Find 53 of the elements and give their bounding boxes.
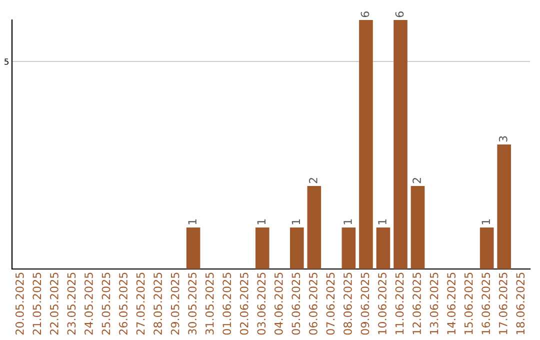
x-tick-label: 15.06.2025 bbox=[464, 272, 473, 334]
bar bbox=[394, 20, 408, 269]
x-tick-label: 21.05.2025 bbox=[32, 272, 42, 335]
bar bbox=[376, 228, 390, 269]
x-tick-label: 06.06.2025 bbox=[308, 272, 318, 335]
x-tick-label: 04.06.2025 bbox=[274, 272, 283, 335]
x-tick-label: 30.05.2025 bbox=[188, 272, 197, 335]
data-label: 2 bbox=[412, 178, 421, 184]
bar bbox=[497, 144, 512, 269]
x-tick-label: 31.05.2025 bbox=[205, 272, 214, 335]
x-tick-label: 28.05.2025 bbox=[154, 272, 162, 335]
x-tick-label: 20.05.2025 bbox=[15, 272, 24, 335]
x-tick-label: 24.05.2025 bbox=[84, 272, 93, 335]
data-label: 1 bbox=[292, 219, 300, 224]
data-label: 1 bbox=[482, 219, 490, 224]
y-tick-label: 5 bbox=[4, 58, 8, 65]
x-tick-label: 12.06.2025 bbox=[412, 272, 421, 334]
data-label: 1 bbox=[257, 219, 266, 224]
x-tick-label: 27.05.2025 bbox=[136, 272, 145, 335]
x-tick-label: 01.06.2025 bbox=[222, 272, 232, 335]
x-tick-label: 18.06.2025 bbox=[516, 272, 525, 334]
data-label: 2 bbox=[308, 178, 318, 184]
x-tick-label: 29.05.2025 bbox=[170, 272, 180, 335]
x-tick-label: 26.05.2025 bbox=[119, 272, 128, 335]
bar bbox=[342, 228, 356, 269]
x-tick-label: 13.06.2025 bbox=[430, 272, 438, 334]
bar bbox=[480, 228, 494, 269]
x-tick-label: 16.06.2025 bbox=[482, 272, 490, 334]
x-tick-label: 10.06.2025 bbox=[378, 272, 386, 334]
bar bbox=[307, 186, 322, 269]
x-tick-label: 22.05.2025 bbox=[50, 272, 58, 335]
bar bbox=[186, 228, 200, 269]
x-tick-label: 14.06.2025 bbox=[447, 272, 456, 334]
x-tick-label: 23.05.2025 bbox=[67, 272, 76, 335]
x-tick-label: 09.06.2025 bbox=[360, 272, 370, 335]
x-tick-label: 05.06.2025 bbox=[292, 272, 300, 335]
data-label: 1 bbox=[344, 219, 352, 224]
bar bbox=[410, 186, 425, 269]
x-tick-label: 07.06.2025 bbox=[326, 272, 335, 335]
x-tick-label: 02.06.2025 bbox=[240, 272, 248, 335]
bar bbox=[359, 20, 373, 269]
x-tick-label: 25.05.2025 bbox=[102, 272, 110, 335]
x-tick-label: 11.06.2025 bbox=[395, 272, 404, 334]
data-label: 3 bbox=[498, 136, 508, 142]
data-label: 6 bbox=[360, 12, 370, 18]
x-tick-label: 03.06.2025 bbox=[257, 272, 266, 335]
bar bbox=[290, 228, 304, 269]
data-label: 6 bbox=[395, 12, 404, 18]
data-label: 1 bbox=[188, 219, 196, 224]
x-tick-label: 17.06.2025 bbox=[498, 272, 508, 334]
data-label: 1 bbox=[378, 219, 386, 224]
x-tick-label: 08.06.2025 bbox=[344, 272, 352, 335]
bar bbox=[255, 228, 270, 269]
